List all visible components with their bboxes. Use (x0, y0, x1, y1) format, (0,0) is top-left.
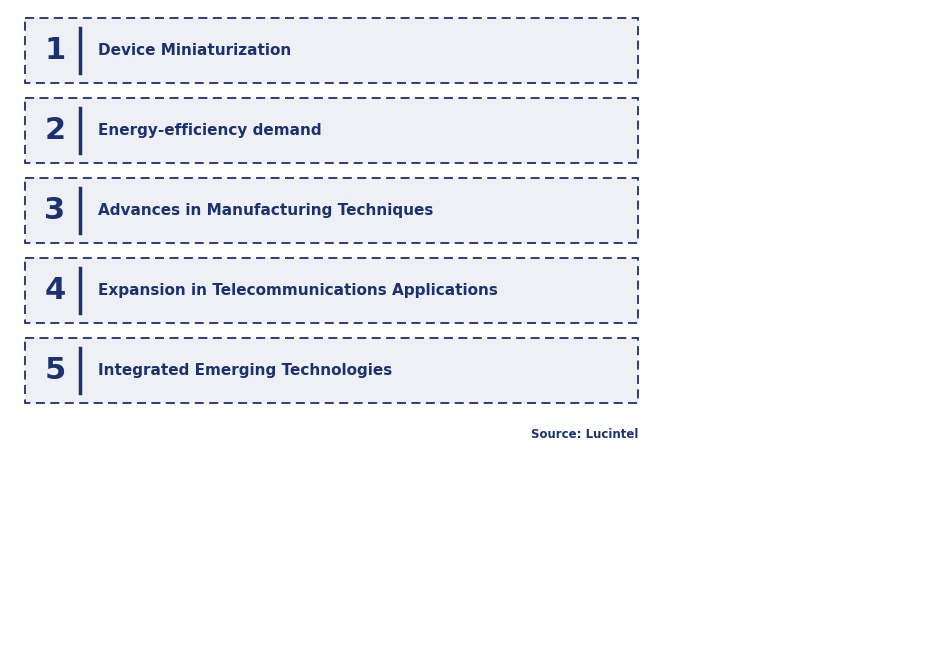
Text: Device Miniaturization: Device Miniaturization (98, 43, 291, 58)
Bar (25, 18, 637, 83)
Bar (25, 258, 637, 323)
Text: Advances in Manufacturing Techniques: Advances in Manufacturing Techniques (98, 203, 433, 218)
Text: Expansion in Telecommunications Applications: Expansion in Telecommunications Applicat… (98, 283, 497, 298)
Text: 4: 4 (44, 276, 65, 305)
Text: 2: 2 (44, 116, 65, 145)
Bar (25, 98, 637, 163)
Text: 3: 3 (44, 196, 65, 225)
Text: 5: 5 (44, 356, 65, 385)
Text: Integrated Emerging Technologies: Integrated Emerging Technologies (98, 363, 392, 378)
Text: Energy-efficiency demand: Energy-efficiency demand (98, 123, 321, 138)
Bar (25, 338, 637, 403)
Text: 1: 1 (44, 36, 65, 65)
Bar (25, 178, 637, 243)
Text: Source: Lucintel: Source: Lucintel (531, 428, 637, 441)
